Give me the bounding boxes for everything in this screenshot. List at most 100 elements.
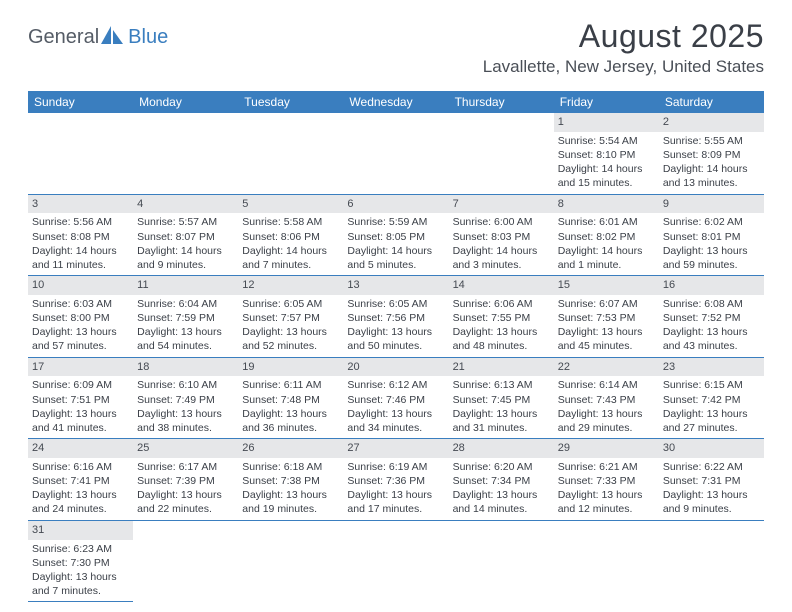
- sunset-text: Sunset: 8:03 PM: [453, 230, 550, 244]
- sunrise-text: Sunrise: 5:57 AM: [137, 215, 234, 229]
- day-body: Sunrise: 6:00 AMSunset: 8:03 PMDaylight:…: [449, 213, 554, 275]
- sunset-text: Sunset: 7:59 PM: [137, 311, 234, 325]
- day-cell: 12Sunrise: 6:05 AMSunset: 7:57 PMDayligh…: [238, 276, 343, 357]
- sunset-text: Sunset: 7:57 PM: [242, 311, 339, 325]
- week-row: 10Sunrise: 6:03 AMSunset: 8:00 PMDayligh…: [28, 276, 764, 358]
- sunrise-text: Sunrise: 6:21 AM: [558, 460, 655, 474]
- daylight-text: Daylight: 13 hours and 9 minutes.: [663, 488, 760, 516]
- daylight-text: Daylight: 13 hours and 19 minutes.: [242, 488, 339, 516]
- day-body: Sunrise: 5:56 AMSunset: 8:08 PMDaylight:…: [28, 213, 133, 275]
- sunset-text: Sunset: 7:48 PM: [242, 393, 339, 407]
- day-cell: 29Sunrise: 6:21 AMSunset: 7:33 PMDayligh…: [554, 439, 659, 520]
- day-cell: [133, 113, 238, 194]
- day-cell: 17Sunrise: 6:09 AMSunset: 7:51 PMDayligh…: [28, 358, 133, 439]
- daylight-text: Daylight: 13 hours and 59 minutes.: [663, 244, 760, 272]
- sunset-text: Sunset: 7:30 PM: [32, 556, 129, 570]
- day-body: Sunrise: 6:22 AMSunset: 7:31 PMDaylight:…: [659, 458, 764, 520]
- day-body: Sunrise: 6:02 AMSunset: 8:01 PMDaylight:…: [659, 213, 764, 275]
- day-body: Sunrise: 6:20 AMSunset: 7:34 PMDaylight:…: [449, 458, 554, 520]
- day-body: Sunrise: 6:15 AMSunset: 7:42 PMDaylight:…: [659, 376, 764, 438]
- day-body: Sunrise: 5:57 AMSunset: 8:07 PMDaylight:…: [133, 213, 238, 275]
- day-body: Sunrise: 5:55 AMSunset: 8:09 PMDaylight:…: [659, 132, 764, 194]
- weekday-monday: Monday: [133, 91, 238, 113]
- day-number: 27: [343, 439, 448, 458]
- sunset-text: Sunset: 7:53 PM: [558, 311, 655, 325]
- day-number: 22: [554, 358, 659, 377]
- day-body: Sunrise: 5:59 AMSunset: 8:05 PMDaylight:…: [343, 213, 448, 275]
- sunset-text: Sunset: 7:56 PM: [347, 311, 444, 325]
- day-cell: 15Sunrise: 6:07 AMSunset: 7:53 PMDayligh…: [554, 276, 659, 357]
- sunset-text: Sunset: 8:05 PM: [347, 230, 444, 244]
- day-cell: [659, 521, 764, 603]
- sunset-text: Sunset: 7:34 PM: [453, 474, 550, 488]
- daylight-text: Daylight: 14 hours and 15 minutes.: [558, 162, 655, 190]
- sunrise-text: Sunrise: 6:10 AM: [137, 378, 234, 392]
- day-number: [28, 113, 133, 117]
- weekday-friday: Friday: [554, 91, 659, 113]
- day-body: Sunrise: 6:06 AMSunset: 7:55 PMDaylight:…: [449, 295, 554, 357]
- day-cell: 5Sunrise: 5:58 AMSunset: 8:06 PMDaylight…: [238, 195, 343, 276]
- day-cell: 8Sunrise: 6:01 AMSunset: 8:02 PMDaylight…: [554, 195, 659, 276]
- logo: General Blue: [28, 24, 168, 51]
- daylight-text: Daylight: 13 hours and 27 minutes.: [663, 407, 760, 435]
- weeks-container: 1Sunrise: 5:54 AMSunset: 8:10 PMDaylight…: [28, 113, 764, 602]
- weekday-wednesday: Wednesday: [343, 91, 448, 113]
- sunrise-text: Sunrise: 6:15 AM: [663, 378, 760, 392]
- day-body: Sunrise: 5:58 AMSunset: 8:06 PMDaylight:…: [238, 213, 343, 275]
- daylight-text: Daylight: 14 hours and 1 minute.: [558, 244, 655, 272]
- week-row: 1Sunrise: 5:54 AMSunset: 8:10 PMDaylight…: [28, 113, 764, 195]
- day-body: Sunrise: 6:11 AMSunset: 7:48 PMDaylight:…: [238, 376, 343, 438]
- day-number: 30: [659, 439, 764, 458]
- day-cell: 9Sunrise: 6:02 AMSunset: 8:01 PMDaylight…: [659, 195, 764, 276]
- day-cell: 1Sunrise: 5:54 AMSunset: 8:10 PMDaylight…: [554, 113, 659, 194]
- daylight-text: Daylight: 14 hours and 5 minutes.: [347, 244, 444, 272]
- day-cell: 30Sunrise: 6:22 AMSunset: 7:31 PMDayligh…: [659, 439, 764, 520]
- day-number: 14: [449, 276, 554, 295]
- day-number: [133, 521, 238, 525]
- week-row: 3Sunrise: 5:56 AMSunset: 8:08 PMDaylight…: [28, 195, 764, 277]
- day-number: 25: [133, 439, 238, 458]
- day-number: 5: [238, 195, 343, 214]
- day-number: 12: [238, 276, 343, 295]
- day-cell: [238, 521, 343, 603]
- sunset-text: Sunset: 7:33 PM: [558, 474, 655, 488]
- daylight-text: Daylight: 13 hours and 22 minutes.: [137, 488, 234, 516]
- daylight-text: Daylight: 14 hours and 11 minutes.: [32, 244, 129, 272]
- daylight-text: Daylight: 13 hours and 24 minutes.: [32, 488, 129, 516]
- sunrise-text: Sunrise: 6:18 AM: [242, 460, 339, 474]
- sunrise-text: Sunrise: 6:05 AM: [347, 297, 444, 311]
- day-cell: 18Sunrise: 6:10 AMSunset: 7:49 PMDayligh…: [133, 358, 238, 439]
- sail-icon: [99, 24, 125, 51]
- daylight-text: Daylight: 13 hours and 34 minutes.: [347, 407, 444, 435]
- daylight-text: Daylight: 13 hours and 48 minutes.: [453, 325, 550, 353]
- day-cell: 11Sunrise: 6:04 AMSunset: 7:59 PMDayligh…: [133, 276, 238, 357]
- sunrise-text: Sunrise: 5:58 AM: [242, 215, 339, 229]
- day-body: Sunrise: 6:05 AMSunset: 7:56 PMDaylight:…: [343, 295, 448, 357]
- day-body: Sunrise: 5:54 AMSunset: 8:10 PMDaylight:…: [554, 132, 659, 194]
- day-cell: [343, 521, 448, 603]
- location-subtitle: Lavallette, New Jersey, United States: [483, 57, 764, 77]
- day-cell: 10Sunrise: 6:03 AMSunset: 8:00 PMDayligh…: [28, 276, 133, 357]
- day-body: Sunrise: 6:19 AMSunset: 7:36 PMDaylight:…: [343, 458, 448, 520]
- daylight-text: Daylight: 13 hours and 7 minutes.: [32, 570, 129, 598]
- sunset-text: Sunset: 8:10 PM: [558, 148, 655, 162]
- day-number: 15: [554, 276, 659, 295]
- day-number: 20: [343, 358, 448, 377]
- day-number: 24: [28, 439, 133, 458]
- sunrise-text: Sunrise: 6:07 AM: [558, 297, 655, 311]
- day-number: 21: [449, 358, 554, 377]
- day-number: [238, 113, 343, 117]
- daylight-text: Daylight: 13 hours and 29 minutes.: [558, 407, 655, 435]
- day-cell: 24Sunrise: 6:16 AMSunset: 7:41 PMDayligh…: [28, 439, 133, 520]
- week-row: 31Sunrise: 6:23 AMSunset: 7:30 PMDayligh…: [28, 521, 764, 603]
- sunrise-text: Sunrise: 6:23 AM: [32, 542, 129, 556]
- day-cell: 4Sunrise: 5:57 AMSunset: 8:07 PMDaylight…: [133, 195, 238, 276]
- daylight-text: Daylight: 13 hours and 38 minutes.: [137, 407, 234, 435]
- sunrise-text: Sunrise: 6:16 AM: [32, 460, 129, 474]
- daylight-text: Daylight: 13 hours and 43 minutes.: [663, 325, 760, 353]
- day-number: 6: [343, 195, 448, 214]
- sunset-text: Sunset: 8:06 PM: [242, 230, 339, 244]
- day-number: 9: [659, 195, 764, 214]
- sunset-text: Sunset: 8:02 PM: [558, 230, 655, 244]
- day-cell: 22Sunrise: 6:14 AMSunset: 7:43 PMDayligh…: [554, 358, 659, 439]
